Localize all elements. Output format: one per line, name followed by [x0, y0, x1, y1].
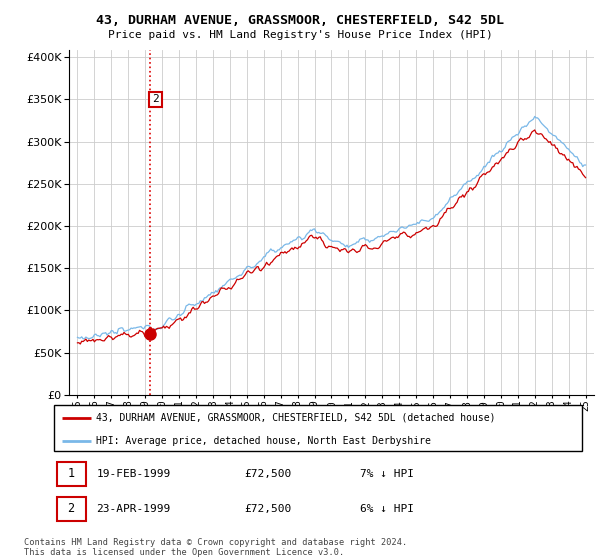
Text: 2: 2 — [152, 94, 159, 104]
Text: 6% ↓ HPI: 6% ↓ HPI — [360, 504, 414, 514]
Text: 7% ↓ HPI: 7% ↓ HPI — [360, 469, 414, 479]
Text: 23-APR-1999: 23-APR-1999 — [96, 504, 170, 514]
Text: £72,500: £72,500 — [244, 504, 292, 514]
Text: 43, DURHAM AVENUE, GRASSMOOR, CHESTERFIELD, S42 5DL: 43, DURHAM AVENUE, GRASSMOOR, CHESTERFIE… — [96, 14, 504, 27]
Bar — [56, 461, 86, 486]
Text: HPI: Average price, detached house, North East Derbyshire: HPI: Average price, detached house, Nort… — [96, 436, 431, 446]
Text: Price paid vs. HM Land Registry's House Price Index (HPI): Price paid vs. HM Land Registry's House … — [107, 30, 493, 40]
Text: Contains HM Land Registry data © Crown copyright and database right 2024.
This d: Contains HM Land Registry data © Crown c… — [24, 538, 407, 557]
Text: 2: 2 — [68, 502, 75, 515]
Bar — [56, 497, 86, 521]
Text: 1: 1 — [68, 468, 75, 480]
Text: 19-FEB-1999: 19-FEB-1999 — [96, 469, 170, 479]
Text: £72,500: £72,500 — [244, 469, 292, 479]
Text: 43, DURHAM AVENUE, GRASSMOOR, CHESTERFIELD, S42 5DL (detached house): 43, DURHAM AVENUE, GRASSMOOR, CHESTERFIE… — [96, 413, 496, 423]
